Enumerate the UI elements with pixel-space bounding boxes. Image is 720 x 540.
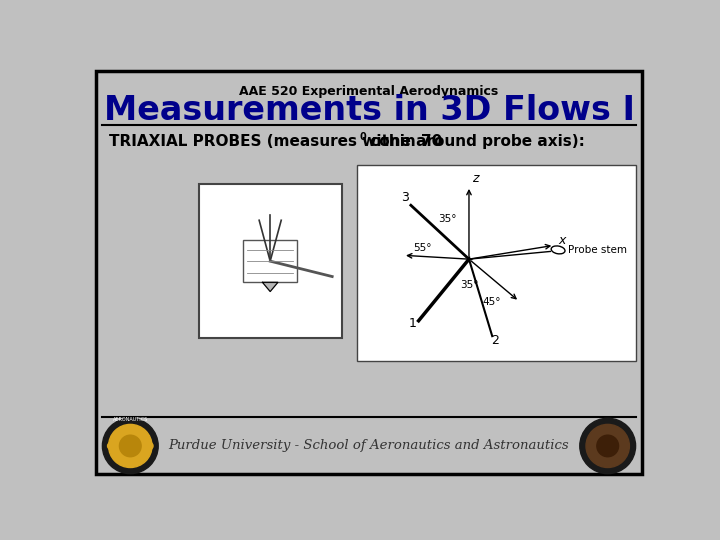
Circle shape	[586, 424, 629, 468]
Text: TRIAXIAL PROBES (measures within 70: TRIAXIAL PROBES (measures within 70	[109, 134, 443, 149]
Text: 0: 0	[360, 132, 366, 142]
Text: z: z	[472, 172, 479, 185]
Text: Purdue University - School of Aeronautics and Astronautics: Purdue University - School of Aeronautic…	[168, 440, 570, 453]
Text: Probe stem: Probe stem	[568, 245, 627, 255]
Text: 55°: 55°	[413, 244, 432, 253]
Circle shape	[109, 424, 152, 468]
Circle shape	[102, 418, 158, 474]
Text: Measurements in 3D Flows I: Measurements in 3D Flows I	[104, 94, 634, 127]
Text: 3: 3	[401, 191, 409, 205]
Text: cone around probe axis):: cone around probe axis):	[365, 134, 585, 149]
Text: 45°: 45°	[483, 298, 501, 307]
Text: 35°: 35°	[438, 214, 456, 224]
Text: 1: 1	[408, 317, 416, 330]
Bar	[199, 184, 342, 338]
Text: 35°: 35°	[459, 280, 478, 291]
Text: AAE 520 Experimental Aerodynamics: AAE 520 Experimental Aerodynamics	[239, 85, 499, 98]
Circle shape	[580, 418, 636, 474]
Circle shape	[597, 435, 618, 457]
Text: x: x	[558, 234, 565, 247]
Text: AERONAUTICS: AERONAUTICS	[112, 417, 148, 422]
Polygon shape	[262, 282, 278, 292]
Circle shape	[120, 435, 141, 457]
Text: 2: 2	[490, 334, 498, 347]
Bar	[357, 165, 636, 361]
Bar	[243, 240, 297, 282]
